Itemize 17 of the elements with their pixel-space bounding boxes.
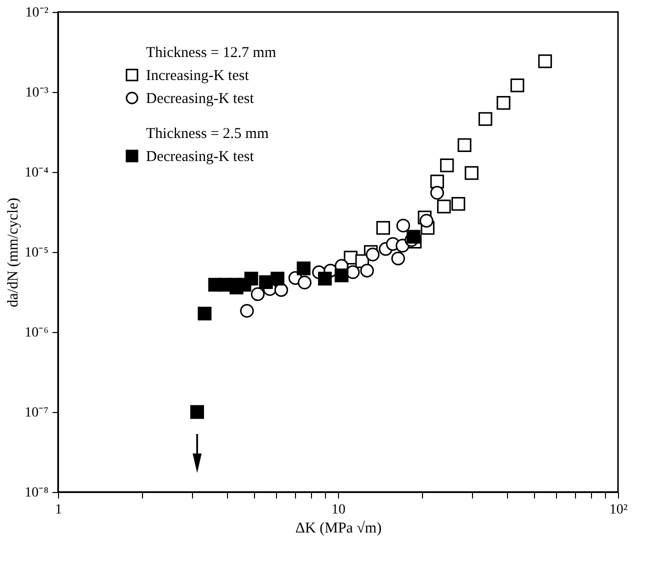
y-tick-label: 10⁻³ bbox=[25, 86, 48, 100]
annotation: Thickness = 12.7 mm bbox=[146, 45, 276, 61]
y-tick-label: 10⁻⁷ bbox=[24, 406, 49, 420]
y-tick-label: 10⁻⁸ bbox=[24, 486, 49, 500]
legend-label: Decreasing-K test bbox=[146, 149, 255, 165]
y-tick-label: 10⁻⁵ bbox=[24, 246, 49, 260]
y-axis-title: da/dN (mm/cycle) bbox=[6, 198, 22, 308]
y-tick-label: 10⁻⁴ bbox=[24, 166, 49, 180]
x-tick-label: 10² bbox=[609, 502, 628, 518]
legend-label: Increasing-K test bbox=[146, 68, 250, 84]
x-tick-label: 10 bbox=[332, 502, 346, 518]
x-tick-label: 1 bbox=[55, 502, 62, 518]
annotation: Thickness = 2.5 mm bbox=[146, 126, 269, 142]
legend-label: Decreasing-K test bbox=[146, 91, 255, 107]
y-tick-label: 10⁻² bbox=[25, 6, 48, 20]
y-tick-label: 10⁻⁶ bbox=[24, 326, 49, 340]
x-axis-title: ΔK (MPa √m) bbox=[295, 520, 382, 536]
